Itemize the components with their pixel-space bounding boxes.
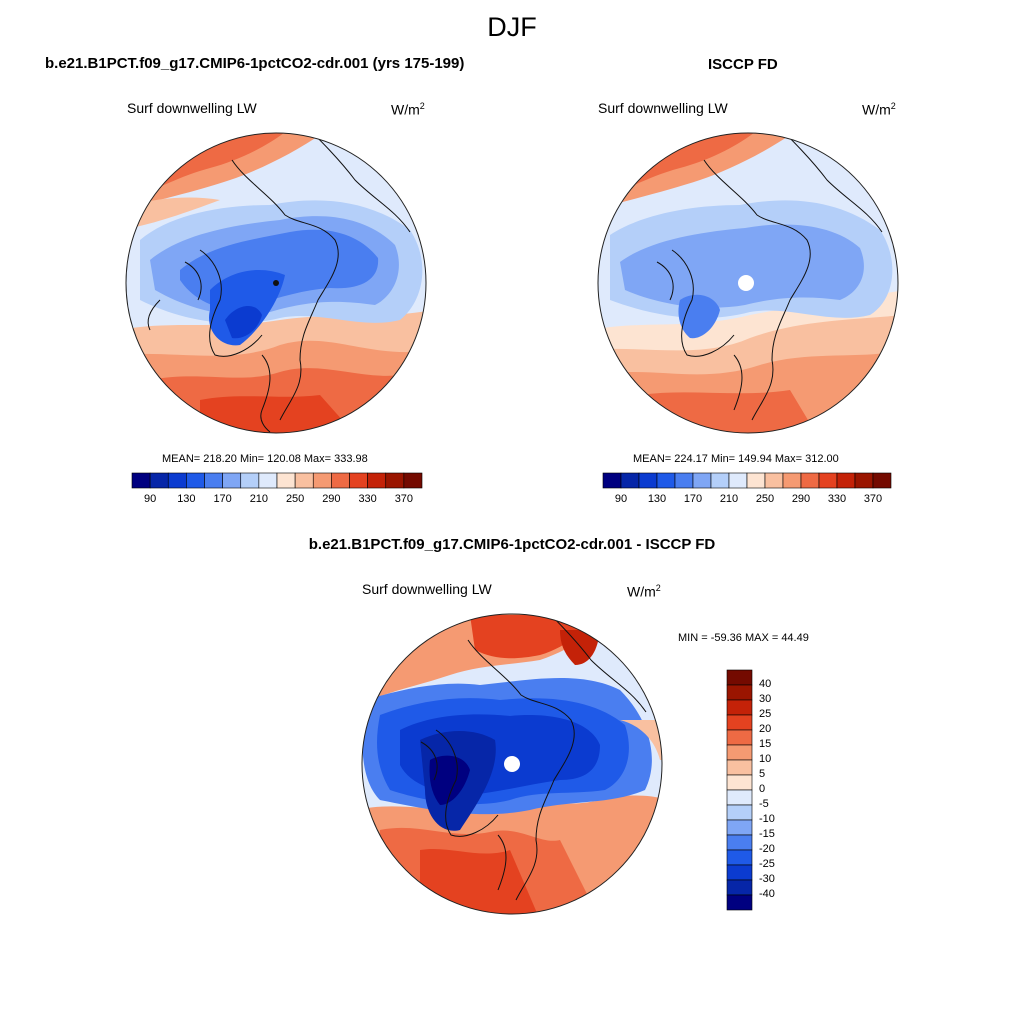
model-variable-label: Surf downwelling LW	[127, 100, 257, 116]
model-panel-title: b.e21.B1PCT.f09_g17.CMIP6-1pctCO2-cdr.00…	[45, 55, 465, 72]
colorbar-swatch	[726, 894, 753, 911]
colorbar-tick-label: 5	[759, 768, 766, 780]
colorbar-swatch	[240, 472, 260, 489]
obs-colorbar	[602, 472, 892, 489]
colorbar-tick-label: 20	[759, 723, 772, 735]
colorbar-swatch	[726, 744, 753, 761]
obs-panel-title: ISCCP FD	[708, 56, 778, 73]
colorbar-swatch	[186, 472, 205, 489]
colorbar-swatch	[726, 774, 753, 791]
diff-unit-label: W/m2	[627, 583, 661, 600]
colorbar-swatch	[726, 729, 753, 746]
colorbar-tick-label: 330	[827, 493, 847, 505]
model-colorbar	[131, 472, 423, 489]
colorbar-tick-label: 40	[759, 678, 772, 690]
colorbar-tick-label: 370	[863, 493, 883, 505]
colorbar-tick-label: 15	[759, 738, 772, 750]
colorbar-tick-label: 90	[614, 493, 628, 505]
colorbar-tick-label: 290	[791, 493, 811, 505]
diff-colorbar	[726, 669, 753, 911]
colorbar-swatch	[131, 472, 151, 489]
colorbar-swatch	[726, 834, 753, 851]
colorbar-tick-label: 90	[144, 493, 157, 505]
colorbar-swatch	[710, 472, 730, 489]
colorbar-swatch	[149, 472, 169, 489]
colorbar-tick-label: -30	[759, 873, 775, 885]
colorbar-swatch	[726, 759, 753, 776]
colorbar-tick-label: 210	[719, 493, 739, 505]
colorbar-swatch	[726, 819, 753, 836]
colorbar-tick-label: 0	[759, 783, 766, 795]
colorbar-swatch	[674, 472, 694, 489]
colorbar-swatch	[692, 472, 712, 489]
diff-panel-title: b.e21.B1PCT.f09_g17.CMIP6-1pctCO2-cdr.00…	[308, 536, 716, 553]
diff-stats: MIN = -59.36 MAX = 44.49	[678, 632, 809, 644]
colorbar-tick-label: 170	[213, 493, 232, 505]
colorbar-tick-label: 370	[394, 493, 414, 505]
colorbar-tick-label: 25	[759, 708, 772, 720]
colorbar-tick-label: -20	[759, 843, 775, 855]
colorbar-swatch	[728, 472, 748, 489]
model-polar-map	[126, 133, 426, 433]
colorbar-swatch	[782, 472, 802, 489]
colorbar-swatch	[818, 472, 838, 489]
colorbar-tick-label: -40	[759, 888, 775, 900]
diff-polar-map	[362, 614, 662, 914]
colorbar-tick-label: 250	[285, 493, 305, 505]
colorbar-swatch	[726, 699, 753, 716]
colorbar-swatch	[222, 472, 242, 489]
colorbar-swatch	[638, 472, 658, 489]
colorbar-tick-label: 30	[759, 693, 772, 705]
diff-variable-label: Surf downwelling LW	[362, 581, 492, 597]
colorbar-swatch	[726, 879, 753, 896]
obs-polar-map	[598, 133, 898, 433]
model-stats: MEAN= 218.20 Min= 120.08 Max= 333.98	[162, 453, 368, 465]
obs-variable-label: Surf downwelling LW	[598, 100, 728, 116]
colorbar-swatch	[312, 472, 332, 489]
colorbar-tick-label: 210	[249, 493, 269, 505]
colorbar-swatch	[620, 472, 640, 489]
colorbar-swatch	[204, 472, 223, 489]
colorbar-swatch	[331, 472, 350, 489]
colorbar-tick-label: -25	[759, 858, 775, 870]
colorbar-tick-label: 290	[322, 493, 341, 505]
colorbar-swatch	[726, 849, 753, 866]
colorbar-swatch	[726, 684, 753, 701]
colorbar-tick-label: 250	[755, 493, 775, 505]
colorbar-tick-label: -5	[759, 798, 769, 810]
colorbar-tick-label: -15	[759, 828, 775, 840]
colorbar-swatch	[726, 789, 753, 806]
colorbar-swatch	[258, 472, 278, 489]
colorbar-swatch	[726, 714, 753, 731]
obs-stats: MEAN= 224.17 Min= 149.94 Max= 312.00	[633, 453, 839, 465]
colorbar-swatch	[800, 472, 820, 489]
colorbar-swatch	[872, 472, 892, 489]
colorbar-swatch	[726, 864, 753, 881]
colorbar-swatch	[385, 472, 405, 489]
model-unit-label: W/m2	[391, 101, 425, 118]
colorbar-tick-label: 10	[759, 753, 772, 765]
colorbar-tick-label: 130	[647, 493, 667, 505]
colorbar-swatch	[726, 804, 753, 821]
colorbar-swatch	[403, 472, 423, 489]
colorbar-tick-label: 170	[683, 493, 703, 505]
colorbar-swatch	[167, 472, 187, 489]
colorbar-swatch	[726, 669, 753, 686]
colorbar-swatch	[294, 472, 314, 489]
colorbar-tick-label: 130	[177, 493, 196, 505]
colorbar-swatch	[367, 472, 387, 489]
obs-unit-label: W/m2	[862, 101, 896, 118]
colorbar-swatch	[764, 472, 784, 489]
colorbar-swatch	[746, 472, 766, 489]
colorbar-swatch	[349, 472, 368, 489]
colorbar-swatch	[276, 472, 296, 489]
colorbar-swatch	[854, 472, 874, 489]
colorbar-tick-label: 330	[358, 493, 377, 505]
colorbar-swatch	[836, 472, 856, 489]
colorbar-tick-label: -10	[759, 813, 775, 825]
figure-title: DJF	[487, 12, 537, 42]
colorbar-swatch	[602, 472, 622, 489]
colorbar-swatch	[656, 472, 676, 489]
